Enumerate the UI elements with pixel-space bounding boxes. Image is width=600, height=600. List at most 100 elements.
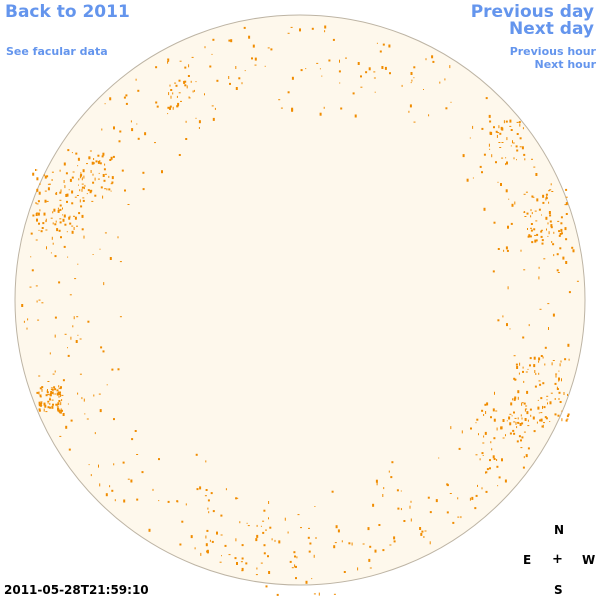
facula-spot <box>190 535 193 539</box>
facula-spot <box>37 319 40 321</box>
facula-spot <box>178 92 181 94</box>
facula-spot <box>533 228 536 231</box>
facula-spot <box>167 500 170 503</box>
facula-spot <box>561 378 562 382</box>
facula-spot <box>493 221 496 224</box>
facula-spot <box>492 408 495 412</box>
facula-spot <box>60 236 62 239</box>
facula-spot <box>241 570 244 572</box>
facula-spot <box>502 437 505 439</box>
facula-spot <box>167 60 169 64</box>
facula-spot <box>112 155 115 158</box>
facula-spot <box>374 549 377 553</box>
facula-spot <box>88 464 90 466</box>
facula-spot <box>362 543 365 545</box>
facula-spot <box>83 187 85 190</box>
facula-spot <box>248 35 251 39</box>
facula-spot <box>243 26 246 29</box>
facula-spot <box>547 222 549 225</box>
compass-west-label: W <box>582 553 596 567</box>
facula-spot <box>460 516 462 519</box>
facula-spot <box>506 420 508 422</box>
facula-spot <box>523 402 526 405</box>
facula-spot <box>546 399 548 401</box>
facula-spot <box>297 514 300 516</box>
facula-spot <box>46 200 49 202</box>
facula-spot <box>313 554 315 558</box>
facula-spot <box>205 489 208 491</box>
facula-spot <box>477 484 478 487</box>
facula-spot <box>278 99 281 101</box>
facula-spot <box>558 380 560 382</box>
facula-spot <box>560 222 563 225</box>
facula-spot <box>30 256 32 258</box>
facula-spot <box>505 189 508 193</box>
facula-spot <box>488 143 490 147</box>
facula-spot <box>308 527 310 529</box>
facula-spot <box>533 356 536 360</box>
facula-spot <box>396 489 399 492</box>
facula-spot <box>566 418 569 420</box>
facula-spot <box>87 189 90 192</box>
facula-spot <box>109 97 111 100</box>
facula-spot <box>472 125 474 129</box>
facula-spot <box>540 397 543 400</box>
facula-spot <box>168 59 170 62</box>
previous-day-link[interactable]: Previous day <box>470 2 594 22</box>
facula-spot <box>73 227 75 230</box>
facula-spot <box>530 227 532 229</box>
facula-spot <box>102 174 105 177</box>
back-to-year-link[interactable]: Back to 2011 <box>5 2 130 22</box>
facula-spot <box>515 363 518 366</box>
facula-spot <box>178 79 181 82</box>
facula-spot <box>328 59 331 62</box>
facula-spot <box>90 170 92 173</box>
facula-spot <box>531 241 534 244</box>
facula-spot <box>155 66 158 69</box>
facula-spot <box>75 340 78 343</box>
facula-spot <box>103 179 106 182</box>
facula-spot <box>199 486 202 490</box>
facula-spot <box>493 437 496 440</box>
facula-spot <box>56 192 58 195</box>
facula-spot <box>550 226 553 229</box>
facula-spot <box>45 229 48 231</box>
facula-spot <box>98 172 100 174</box>
facula-spot <box>108 188 111 191</box>
facula-spot <box>57 207 59 210</box>
facula-spot <box>114 499 116 502</box>
facula-spot <box>211 53 213 55</box>
facula-spot <box>558 370 560 372</box>
facula-spot <box>228 76 230 79</box>
facula-spot <box>54 316 57 319</box>
facula-spot <box>21 304 24 307</box>
facula-spot <box>58 281 61 284</box>
facula-spot <box>295 565 297 568</box>
next-hour-link[interactable]: Next hour <box>534 58 597 71</box>
facula-spot <box>66 231 68 233</box>
facula-spot <box>38 191 41 195</box>
facula-spot <box>538 357 541 361</box>
compass-east-label: E <box>523 553 532 567</box>
see-facular-data-link[interactable]: See facular data <box>6 45 108 58</box>
next-day-link[interactable]: Next day <box>509 19 594 39</box>
facula-spot <box>70 336 72 340</box>
facula-spot <box>49 397 51 400</box>
facula-spot <box>287 32 290 34</box>
facula-spot <box>51 171 54 173</box>
facula-spot <box>496 427 498 431</box>
facula-spot <box>558 377 560 381</box>
facula-spot <box>37 200 40 203</box>
facula-spot <box>256 567 258 570</box>
facula-spot <box>43 212 46 216</box>
facula-spot <box>295 577 297 580</box>
facula-spot <box>509 119 512 123</box>
facula-spot <box>161 170 163 174</box>
facula-spot <box>47 187 50 191</box>
facula-spot <box>60 386 62 389</box>
facula-spot <box>315 537 317 539</box>
facula-spot <box>507 286 509 290</box>
facula-spot <box>39 182 41 185</box>
facula-spot <box>540 230 543 233</box>
previous-hour-link[interactable]: Previous hour <box>509 45 596 58</box>
